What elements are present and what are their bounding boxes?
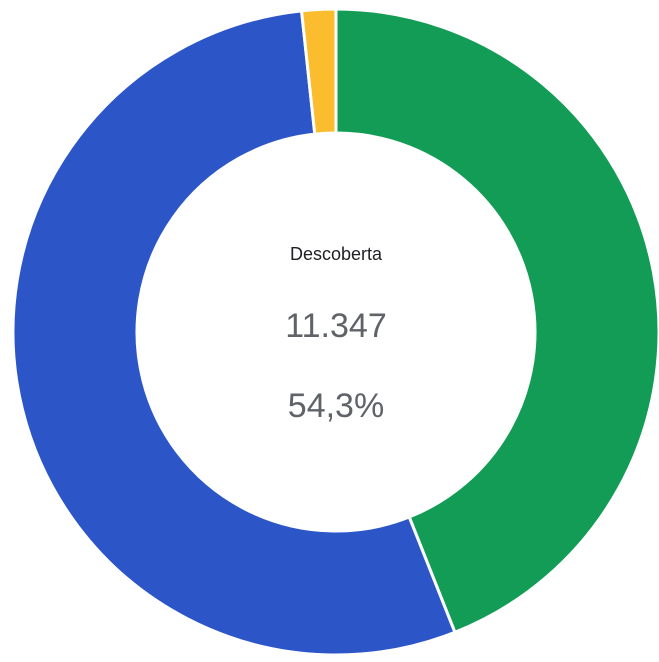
segments <box>11 7 659 657</box>
center-count: 11.347 <box>285 307 386 345</box>
donut-segment[interactable] <box>11 9 457 657</box>
donut-segment[interactable] <box>299 7 338 136</box>
donut-segment[interactable] <box>334 7 659 635</box>
center-percent: 54,3% <box>288 387 384 425</box>
center-category: Descoberta <box>290 244 383 264</box>
